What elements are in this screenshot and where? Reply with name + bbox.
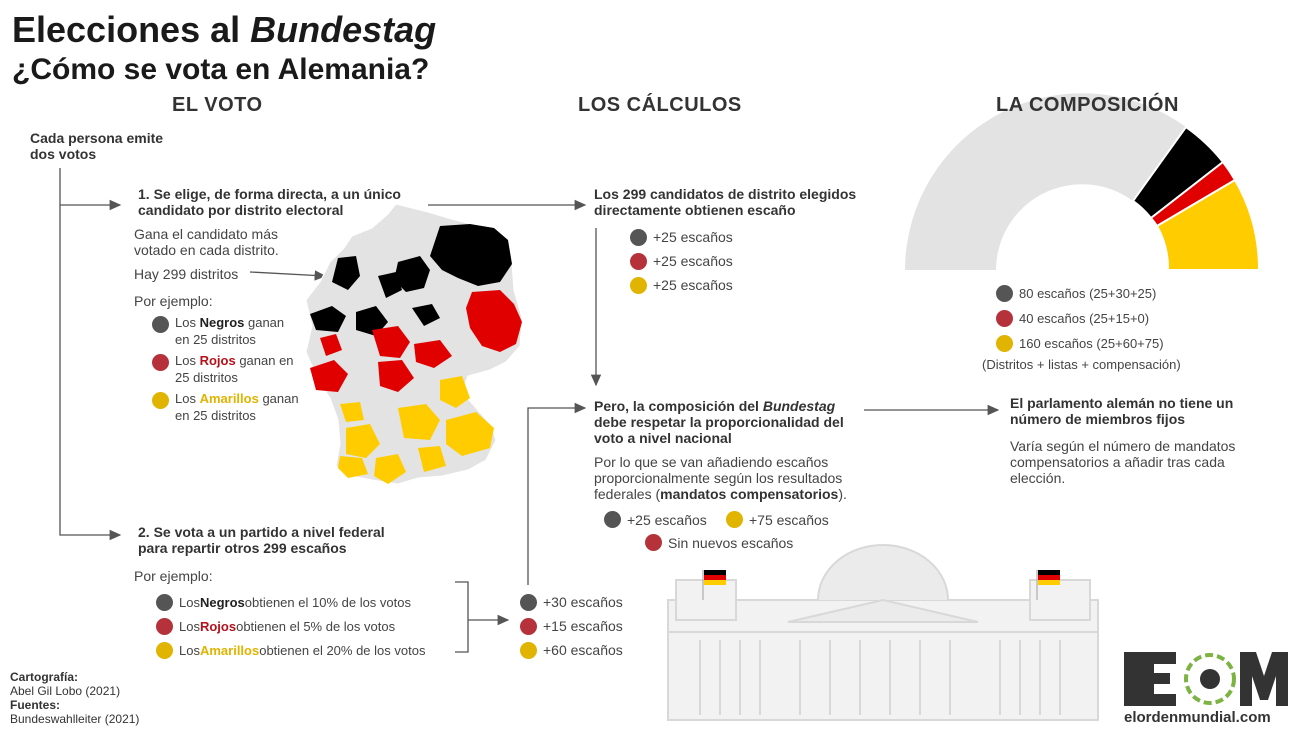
legend-red: 40 escaños (25+15+0) [996, 306, 1164, 331]
comp-yellow: +75 escaños [726, 511, 829, 528]
example1-black: Los Negros ganan en 25 distritos [152, 314, 299, 348]
map-yellow-south4 [346, 424, 380, 458]
composition-legend: 80 escaños (25+30+25) 40 escaños (25+15+… [996, 281, 1164, 356]
yellow-dot-icon [156, 641, 173, 659]
flag-left-icon [702, 570, 726, 600]
yellow-dot-icon [630, 276, 647, 294]
example1-yellow: Los Amarillos ganan en 25 distritos [152, 390, 299, 424]
red-dot-icon [996, 310, 1013, 327]
step1-desc: Gana el candidato más votado en cada dist… [134, 226, 279, 258]
page-title: Elecciones al Bundestag [12, 9, 437, 50]
hemicycle-chart [905, 93, 1261, 271]
map-black-west [310, 306, 346, 332]
list-results: +30 escaños +15 escaños +60 escaños [520, 590, 623, 662]
eom-logo-icon [1124, 652, 1288, 706]
example-label-1: Por ejemplo: [134, 293, 213, 309]
column-head-composicion: LA COMPOSICIÓN [996, 94, 1179, 116]
map-red-mid2 [320, 334, 342, 356]
yellow-dot-icon [152, 392, 169, 409]
flag-right-icon [1036, 570, 1060, 600]
hemicycle-grey-segment [905, 93, 1186, 270]
map-black-center2 [412, 304, 440, 326]
map-red-center [372, 326, 410, 358]
step1-districts: Hay 299 distritos [134, 266, 239, 282]
black-dot-icon [156, 593, 173, 611]
prop-desc: Por lo que se van añadiendo escaños prop… [594, 454, 847, 502]
map-black-northeast [430, 224, 512, 286]
red-dot-icon [630, 252, 647, 270]
credits: Cartografía: Abel Gil Lobo (2021) Fuente… [10, 670, 140, 726]
red-dot-icon [152, 354, 169, 371]
page-subtitle: ¿Cómo se vota en Alemania? [12, 53, 430, 86]
flow-lines [59, 168, 1000, 653]
example2-black: Los Negros obtienen el 10% de los votos [156, 590, 425, 614]
red-dot-icon [645, 534, 662, 551]
map-black-mid [378, 272, 402, 298]
direct-result-red: +25 escaños [630, 249, 733, 273]
black-dot-icon [152, 316, 169, 333]
legend-yellow: 160 escaños (25+60+75) [996, 331, 1164, 356]
column-head-voto: EL VOTO [172, 94, 263, 116]
map-yellow-south6 [374, 454, 406, 484]
list-result-red: +15 escaños [520, 614, 623, 638]
black-dot-icon [996, 285, 1013, 302]
map-red-mid [378, 360, 414, 392]
map-black-north [394, 256, 430, 292]
legend-note: (Distritos + listas + compensación) [982, 357, 1181, 372]
map-red-center2 [414, 340, 452, 368]
example1-list: Los Negros ganan en 25 distritos Los Rojo… [152, 314, 299, 424]
black-dot-icon [630, 228, 647, 246]
map-red-east [466, 290, 522, 352]
voto-intro: Cada persona emite dos votos [30, 130, 164, 162]
direct-results: +25 escaños +25 escaños +25 escaños [630, 225, 733, 297]
map-yellow-south7 [340, 402, 364, 422]
germany-map [305, 203, 523, 485]
map-black-center [356, 306, 388, 336]
direct-result-black: +25 escaños [630, 225, 733, 249]
map-yellow-south1 [440, 376, 470, 408]
example1-red: Los Rojos ganan en 25 distritos [152, 352, 299, 386]
hemicycle-yellow-segment [1155, 178, 1261, 271]
list-result-yellow: +60 escaños [520, 638, 623, 662]
map-black-northwest [332, 256, 360, 290]
yellow-dot-icon [726, 511, 743, 528]
column-head-calculos: LOS CÁLCULOS [578, 94, 742, 116]
map-yellow-south8 [418, 446, 446, 472]
direct-title: Los 299 candidatos de distrito elegidos d… [594, 186, 857, 218]
legend-black: 80 escaños (25+30+25) [996, 281, 1164, 306]
map-yellow-south5 [338, 456, 368, 478]
direct-result-yellow: +25 escaños [630, 273, 733, 297]
step2-title: 2. Se vota a un partido a nivel federal p… [138, 524, 385, 556]
example2-list: Los Negros obtienen el 10% de los votos … [156, 590, 425, 662]
red-dot-icon [156, 617, 173, 635]
map-yellow-south3 [446, 412, 494, 456]
brand-url: elordenmundial.com [1124, 709, 1271, 726]
map-yellow-south2 [398, 404, 440, 440]
red-dot-icon [520, 617, 537, 635]
comp-black: +25 escaños [604, 511, 707, 528]
prop-title: Pero, la composición del Bundestag debe … [594, 398, 844, 446]
comp-red: Sin nuevos escaños [645, 534, 793, 551]
reichstag-building [667, 544, 1099, 721]
example2-red: Los Rojos obtienen el 5% de los votos [156, 614, 425, 638]
example-label-2: Por ejemplo: [134, 568, 213, 584]
yellow-dot-icon [996, 335, 1013, 352]
black-dot-icon [520, 593, 537, 611]
map-red-west [310, 360, 348, 392]
black-dot-icon [604, 511, 621, 528]
yellow-dot-icon [520, 641, 537, 659]
step1-title: 1. Se elige, de forma directa, a un únic… [138, 186, 401, 218]
note-title: El parlamento alemán no tiene un número d… [1010, 395, 1234, 427]
example2-yellow: Los Amarillos obtienen el 20% de los vot… [156, 638, 425, 662]
list-result-black: +30 escaños [520, 590, 623, 614]
note-desc: Varía según el número de mandatos compen… [1010, 438, 1236, 486]
